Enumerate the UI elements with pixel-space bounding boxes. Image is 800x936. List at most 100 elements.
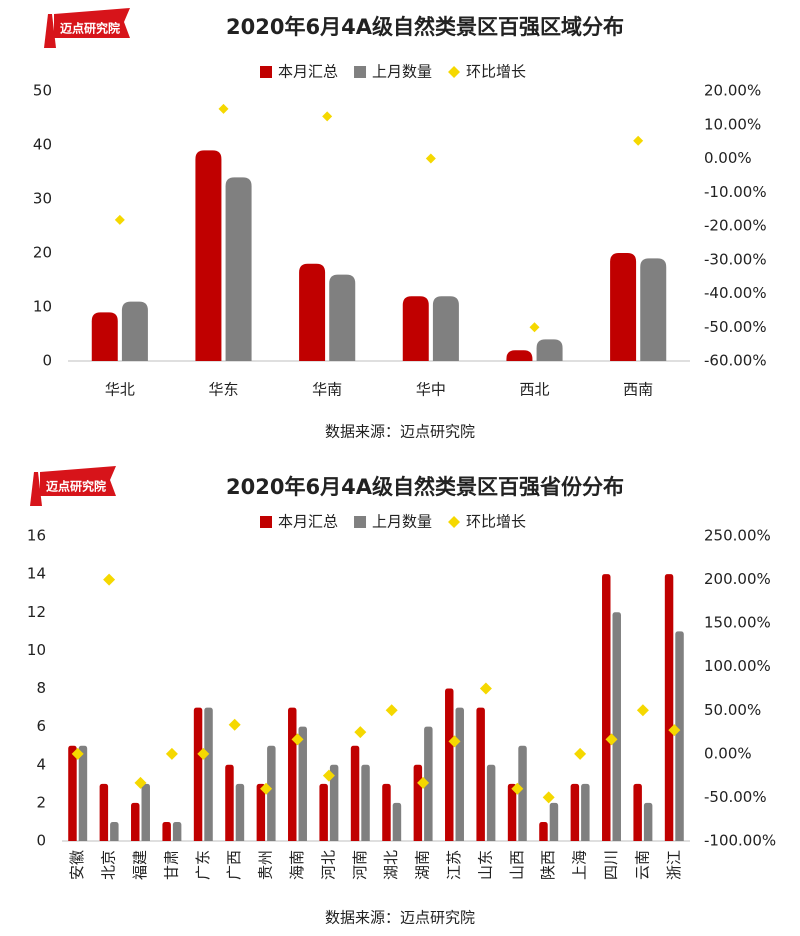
legend-marker	[448, 66, 461, 78]
x-tick-label: 福建	[131, 850, 149, 880]
x-tick-label: 华中	[416, 381, 446, 399]
growth-point	[633, 135, 644, 146]
x-tick-label: 广西	[225, 850, 243, 880]
growth-point	[322, 769, 335, 782]
x-tick-label: 西南	[623, 381, 653, 399]
bar	[612, 612, 621, 841]
x-tick-label: 江苏	[445, 850, 463, 880]
x-tick-label: 西北	[519, 381, 549, 399]
y-tick-label: 16	[27, 527, 46, 545]
legend-marker	[354, 516, 367, 528]
y2-tick-label: -20.00%	[704, 217, 767, 235]
bar	[455, 707, 464, 841]
y-tick-label: 30	[33, 190, 52, 208]
bar	[131, 802, 140, 841]
bar	[610, 253, 637, 361]
legend-label: 本月汇总	[278, 513, 338, 531]
growth-point	[479, 682, 492, 695]
logo: 迈点研究院	[30, 466, 116, 506]
y-tick-label: 12	[27, 603, 46, 621]
chart-title: 2020年6月4A级自然类景区百强区域分布	[226, 15, 624, 39]
bar	[432, 296, 459, 361]
y-tick-label: 20	[33, 244, 52, 262]
legend-label: 环比增长	[466, 513, 526, 531]
bar	[602, 574, 611, 841]
y-tick-label: 2	[36, 793, 46, 811]
growth-point	[574, 747, 587, 760]
y-tick-label: 10	[27, 641, 46, 659]
logo: 迈点研究院	[44, 8, 130, 48]
y-tick-label: 4	[36, 755, 46, 773]
bar	[172, 821, 182, 841]
growth-point	[228, 718, 241, 731]
bar	[319, 783, 328, 841]
x-tick-label: 云南	[633, 850, 651, 880]
bar	[99, 783, 109, 841]
bar	[664, 574, 674, 841]
y-tick-label: 50	[33, 82, 52, 100]
bar	[506, 350, 533, 361]
x-tick-label: 甘肃	[162, 850, 180, 880]
legend-marker	[260, 66, 272, 78]
y2-tick-label: 10.00%	[704, 115, 761, 133]
x-tick-label: 安徽	[68, 850, 86, 880]
y2-tick-label: 0.00%	[704, 149, 752, 167]
y2-tick-label: 250.00%	[704, 527, 771, 545]
bar	[402, 296, 429, 361]
growth-point	[322, 111, 333, 122]
bar	[225, 764, 234, 841]
growth-point	[114, 214, 125, 225]
y-tick-label: 0	[42, 352, 52, 370]
x-tick-label: 湖南	[414, 850, 432, 880]
bar	[361, 764, 370, 841]
x-tick-label: 贵州	[257, 850, 275, 880]
bar	[486, 764, 496, 841]
bar	[78, 745, 88, 841]
logo-tower	[30, 472, 42, 506]
growth-point	[291, 733, 304, 746]
bar	[121, 301, 148, 361]
x-tick-label: 华南	[312, 381, 342, 399]
bar	[476, 707, 485, 841]
x-tick-label: 海南	[288, 850, 306, 880]
bar	[68, 745, 77, 841]
bar	[195, 150, 222, 361]
legend-label: 上月数量	[372, 63, 432, 81]
bar	[225, 177, 252, 361]
legend-marker	[354, 66, 367, 78]
bar	[507, 783, 517, 841]
bar	[299, 263, 326, 361]
y2-tick-label: -10.00%	[704, 183, 767, 201]
logo-text: 迈点研究院	[60, 21, 120, 36]
bar	[445, 688, 454, 841]
bar	[329, 274, 356, 361]
growth-point	[529, 322, 540, 333]
growth-point	[511, 782, 524, 795]
bar	[162, 821, 171, 841]
y-tick-label: 0	[36, 832, 46, 850]
logo-banner	[54, 8, 130, 38]
growth-point	[668, 724, 681, 737]
x-tick-label: 河南	[351, 850, 369, 880]
bar	[549, 802, 559, 841]
growth-point	[542, 791, 555, 804]
bar	[235, 783, 245, 841]
x-tick-label: 华东	[208, 381, 238, 399]
bar	[288, 707, 297, 841]
growth-point	[425, 153, 436, 164]
x-tick-label: 上海	[571, 850, 589, 880]
bar	[256, 783, 266, 841]
bar	[91, 312, 118, 361]
bar	[675, 631, 684, 841]
bar	[193, 707, 203, 841]
bar	[633, 783, 642, 841]
bar	[518, 745, 527, 841]
bar	[141, 783, 150, 841]
growth-point	[134, 776, 147, 789]
y2-tick-label: 200.00%	[704, 570, 771, 588]
y-tick-label: 6	[36, 717, 46, 735]
legend-marker	[260, 516, 272, 528]
legend-label: 上月数量	[372, 513, 432, 531]
x-tick-label: 陕西	[539, 850, 557, 880]
